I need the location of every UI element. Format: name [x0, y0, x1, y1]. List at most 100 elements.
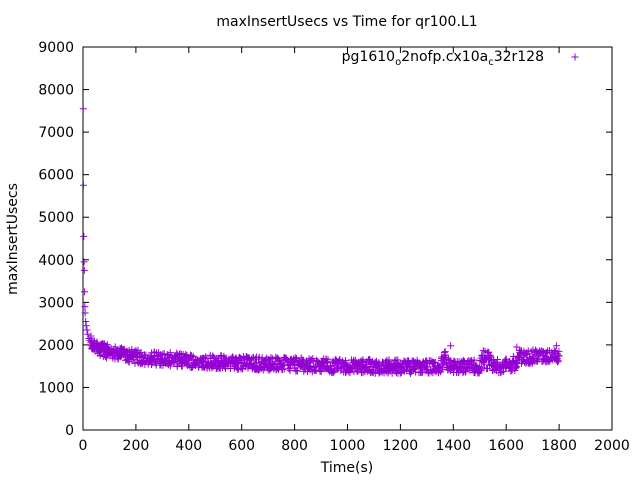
x-tick-label: 0 [79, 438, 88, 454]
data-point [555, 347, 563, 355]
data-point [87, 332, 95, 340]
data-point [472, 361, 480, 369]
data-point [255, 353, 263, 361]
data-point [82, 317, 90, 325]
y-tick-label: 2000 [38, 338, 74, 354]
data-point [282, 354, 290, 362]
x-tick-label: 200 [123, 438, 150, 454]
data-point [82, 322, 90, 330]
data-point [324, 355, 332, 363]
legend-label: pg1610o2nofp.cx10ac32r128 [342, 49, 544, 68]
data-point [278, 366, 286, 374]
data-point [552, 342, 560, 350]
data-point [368, 368, 376, 376]
data-point [431, 358, 439, 366]
data-point [81, 309, 89, 317]
data-point [470, 356, 478, 364]
y-tick-label: 7000 [38, 125, 74, 141]
y-tick-label: 4000 [38, 253, 74, 269]
data-point [137, 348, 145, 356]
data-point [80, 181, 88, 189]
data-point [253, 359, 261, 367]
y-tick-label: 0 [65, 423, 74, 439]
legend-marker-plus [571, 53, 579, 61]
data-point [554, 358, 562, 366]
data-point [479, 347, 487, 355]
data-point [418, 369, 426, 377]
data-point [445, 355, 453, 363]
data-point [341, 357, 349, 365]
data-point [555, 357, 563, 365]
data-point [430, 359, 438, 367]
data-point [166, 349, 174, 357]
chart-title: maxInsertUsecs vs Time for qr100.L1 [216, 14, 477, 30]
data-point [122, 347, 130, 355]
data-point [498, 368, 506, 376]
data-point [155, 351, 163, 359]
data-point [292, 356, 300, 364]
data-point [79, 105, 87, 113]
y-tick-label: 6000 [38, 168, 74, 184]
data-point [80, 266, 88, 274]
data-point [292, 366, 300, 374]
x-tick-label: 1400 [435, 438, 471, 454]
data-point [81, 288, 89, 296]
data-point [80, 258, 88, 266]
legend-marker [571, 53, 579, 61]
data-series [79, 105, 563, 377]
legend-label-tail: 32r128 [494, 49, 544, 65]
legend-label-mid: 2nofp.cx10a [401, 49, 488, 65]
data-point [530, 354, 538, 362]
y-tick-label: 1000 [38, 380, 74, 396]
x-axis-label: Time(s) [320, 460, 373, 476]
data-point [189, 352, 197, 360]
data-point [376, 362, 384, 370]
data-point [293, 367, 301, 375]
x-tick-label: 1200 [383, 438, 419, 454]
y-tick-label: 9000 [38, 40, 74, 56]
x-tick-label: 2000 [594, 438, 630, 454]
data-point [210, 353, 218, 361]
x-tick-label: 1000 [330, 438, 366, 454]
data-point [111, 343, 119, 351]
legend-label-main: pg1610 [342, 49, 395, 65]
data-point [447, 342, 455, 350]
y-axis: 0 1000 2000 3000 4000 5000 6000 7000 8000 9000 [38, 40, 612, 439]
legend: pg1610o2nofp.cx10ac32r128 [342, 49, 579, 68]
data-point [330, 368, 338, 376]
y-tick-label: 5000 [38, 210, 74, 226]
data-point [187, 351, 195, 359]
data-point [289, 360, 297, 368]
x-axis: 0 200 400 600 800 1000 1200 1400 1600 1800 2000 [79, 47, 630, 454]
data-point [441, 351, 449, 359]
x-tick-label: 800 [281, 438, 308, 454]
data-point [83, 326, 91, 334]
data-point [271, 358, 279, 366]
data-point [466, 366, 474, 374]
data-point [317, 368, 325, 376]
data-point [160, 350, 168, 358]
data-point [147, 360, 155, 368]
y-axis-label: maxInsertUsecs [5, 183, 21, 295]
data-point [497, 369, 505, 377]
data-point [385, 356, 393, 364]
data-point [93, 338, 101, 346]
data-point [494, 355, 502, 363]
data-point [362, 363, 370, 371]
data-point [309, 357, 317, 365]
y-tick-label: 3000 [38, 295, 74, 311]
data-point [84, 330, 92, 338]
x-tick-label: 600 [228, 438, 255, 454]
data-point [550, 346, 558, 354]
data-point [103, 341, 111, 349]
data-point [313, 356, 321, 364]
data-point [191, 361, 199, 369]
y-tick-label: 8000 [38, 83, 74, 99]
data-point [411, 364, 419, 372]
data-point [274, 355, 282, 363]
data-point [513, 358, 521, 366]
data-point [176, 350, 184, 358]
legend-label-sub-2: c [488, 57, 494, 68]
x-tick-label: 400 [175, 438, 202, 454]
